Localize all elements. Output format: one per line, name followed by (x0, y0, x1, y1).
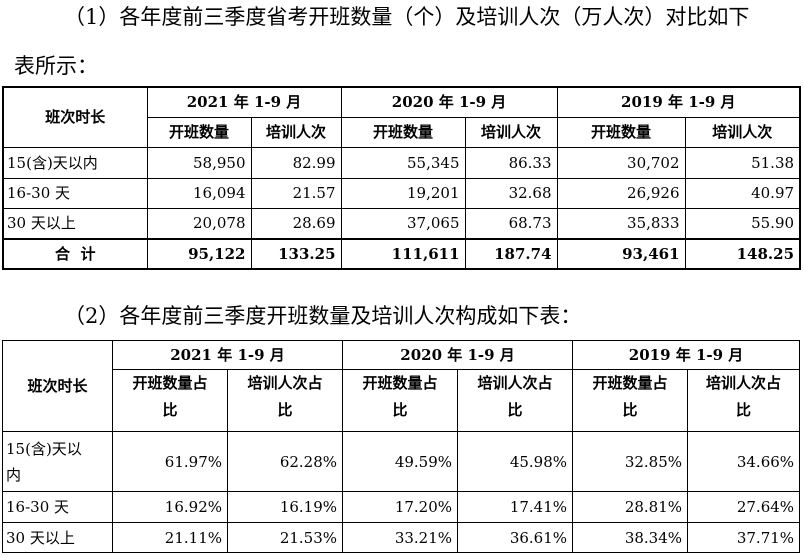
total-cell: 187.74 (464, 238, 558, 270)
subheader-trainee-share: 培训人次占比 (226, 369, 344, 432)
row-label: 30 天以上 (2, 207, 148, 240)
cell: 27.64% (687, 491, 801, 523)
cell: 16,094 (146, 177, 252, 209)
cell: 16.19% (226, 491, 344, 523)
cell: 68.73 (464, 207, 558, 240)
year-header-2020: 2020 年 1-9 月 (340, 86, 558, 118)
cell: 30,702 (556, 146, 686, 179)
year-header-2021: 2021 年 1-9 月 (111, 340, 344, 370)
total-cell: 133.25 (250, 238, 342, 270)
cell: 32.68 (464, 177, 558, 209)
cell: 61.97% (112, 431, 228, 492)
cell: 17.41% (457, 491, 574, 523)
year-header-2019: 2019 年 1-9 月 (556, 86, 801, 118)
year-header-2021: 2021 年 1-9 月 (146, 86, 342, 118)
cell: 20,078 (146, 207, 252, 240)
row-label: 15(含)天以内 (2, 146, 148, 179)
cell: 40.97 (684, 177, 801, 209)
table-row: 30 天以上 20,078 28.69 37,065 68.73 35,833 … (2, 207, 801, 240)
cell: 26,926 (556, 177, 686, 209)
cell: 28.69 (250, 207, 342, 240)
subheader-class-count: 开班数量 (556, 116, 686, 148)
table-row: 15(含)天以内 58,950 82.99 55,345 86.33 30,70… (2, 146, 801, 179)
cell: 37,065 (340, 207, 466, 240)
cell: 86.33 (464, 146, 558, 179)
subheader-class-share: 开班数量占比 (572, 369, 689, 432)
training-count-table: 班次时长 2021 年 1-9 月 2020 年 1-9 月 2019 年 1-… (2, 86, 802, 270)
cell: 51.38 (684, 146, 801, 179)
corner-header: 班次时长 (2, 340, 113, 432)
cell: 55,345 (340, 146, 466, 179)
cell: 58,950 (146, 146, 252, 179)
year-header-2020: 2020 年 1-9 月 (342, 340, 574, 370)
subheader-class-share: 开班数量占比 (342, 369, 459, 432)
subheader-trainees: 培训人次 (684, 116, 801, 148)
table-row: 30 天以上 21.11% 21.53% 33.21% 36.61% 38.34… (2, 522, 801, 553)
total-cell: 111,611 (340, 238, 466, 270)
cell: 32.85% (572, 431, 689, 492)
subheader-class-share: 开班数量占比 (112, 369, 228, 432)
cell: 17.20% (342, 491, 459, 523)
intro-paragraph-line1: （1）各年度前三季度省考开班数量（个）及培训人次（万人次）对比如下 (64, 5, 750, 29)
total-row: 合 计 95,122 133.25 111,611 187.74 93,461 … (2, 238, 801, 270)
cell: 36.61% (457, 522, 574, 553)
composition-table: 班次时长 2021 年 1-9 月 2020 年 1-9 月 2019 年 1-… (2, 340, 801, 553)
table-row: 15(含)天以内 61.97% 62.28% 49.59% 45.98% 32.… (2, 431, 801, 492)
cell: 45.98% (457, 431, 574, 492)
row-label: 30 天以上 (2, 522, 113, 553)
row-label: 16-30 天 (2, 177, 148, 209)
intro-paragraph-line2: 表所示： (14, 54, 98, 78)
cell: 82.99 (250, 146, 342, 179)
cell: 37.71% (687, 522, 801, 553)
table-row: 16-30 天 16,094 21.57 19,201 32.68 26,926… (2, 177, 801, 209)
cell: 55.90 (684, 207, 801, 240)
cell: 62.28% (226, 431, 344, 492)
subheader-class-count: 开班数量 (340, 116, 466, 148)
cell: 38.34% (572, 522, 689, 553)
row-label: 15(含)天以内 (2, 431, 113, 492)
total-label: 合 计 (2, 238, 148, 270)
cell: 28.81% (572, 491, 689, 523)
subheader-trainees: 培训人次 (250, 116, 342, 148)
cell: 19,201 (340, 177, 466, 209)
row-label: 16-30 天 (2, 491, 113, 523)
year-header-2019: 2019 年 1-9 月 (572, 340, 801, 370)
cell: 33.21% (342, 522, 459, 553)
total-cell: 148.25 (684, 238, 801, 270)
subheader-trainee-share: 培训人次占比 (687, 369, 801, 432)
intro-paragraph-2: （2）各年度前三季度开班数量及培训人次构成如下表： (64, 304, 582, 328)
total-cell: 95,122 (146, 238, 252, 270)
cell: 21.57 (250, 177, 342, 209)
subheader-class-count: 开班数量 (146, 116, 252, 148)
cell: 35,833 (556, 207, 686, 240)
total-cell: 93,461 (556, 238, 686, 270)
corner-header: 班次时长 (2, 86, 148, 148)
subheader-trainees: 培训人次 (464, 116, 558, 148)
table-row: 16-30 天 16.92% 16.19% 17.20% 17.41% 28.8… (2, 491, 801, 523)
cell: 16.92% (112, 491, 228, 523)
cell: 21.11% (112, 522, 228, 553)
cell: 21.53% (226, 522, 344, 553)
cell: 34.66% (687, 431, 801, 492)
cell: 49.59% (342, 431, 459, 492)
subheader-trainee-share: 培训人次占比 (457, 369, 574, 432)
